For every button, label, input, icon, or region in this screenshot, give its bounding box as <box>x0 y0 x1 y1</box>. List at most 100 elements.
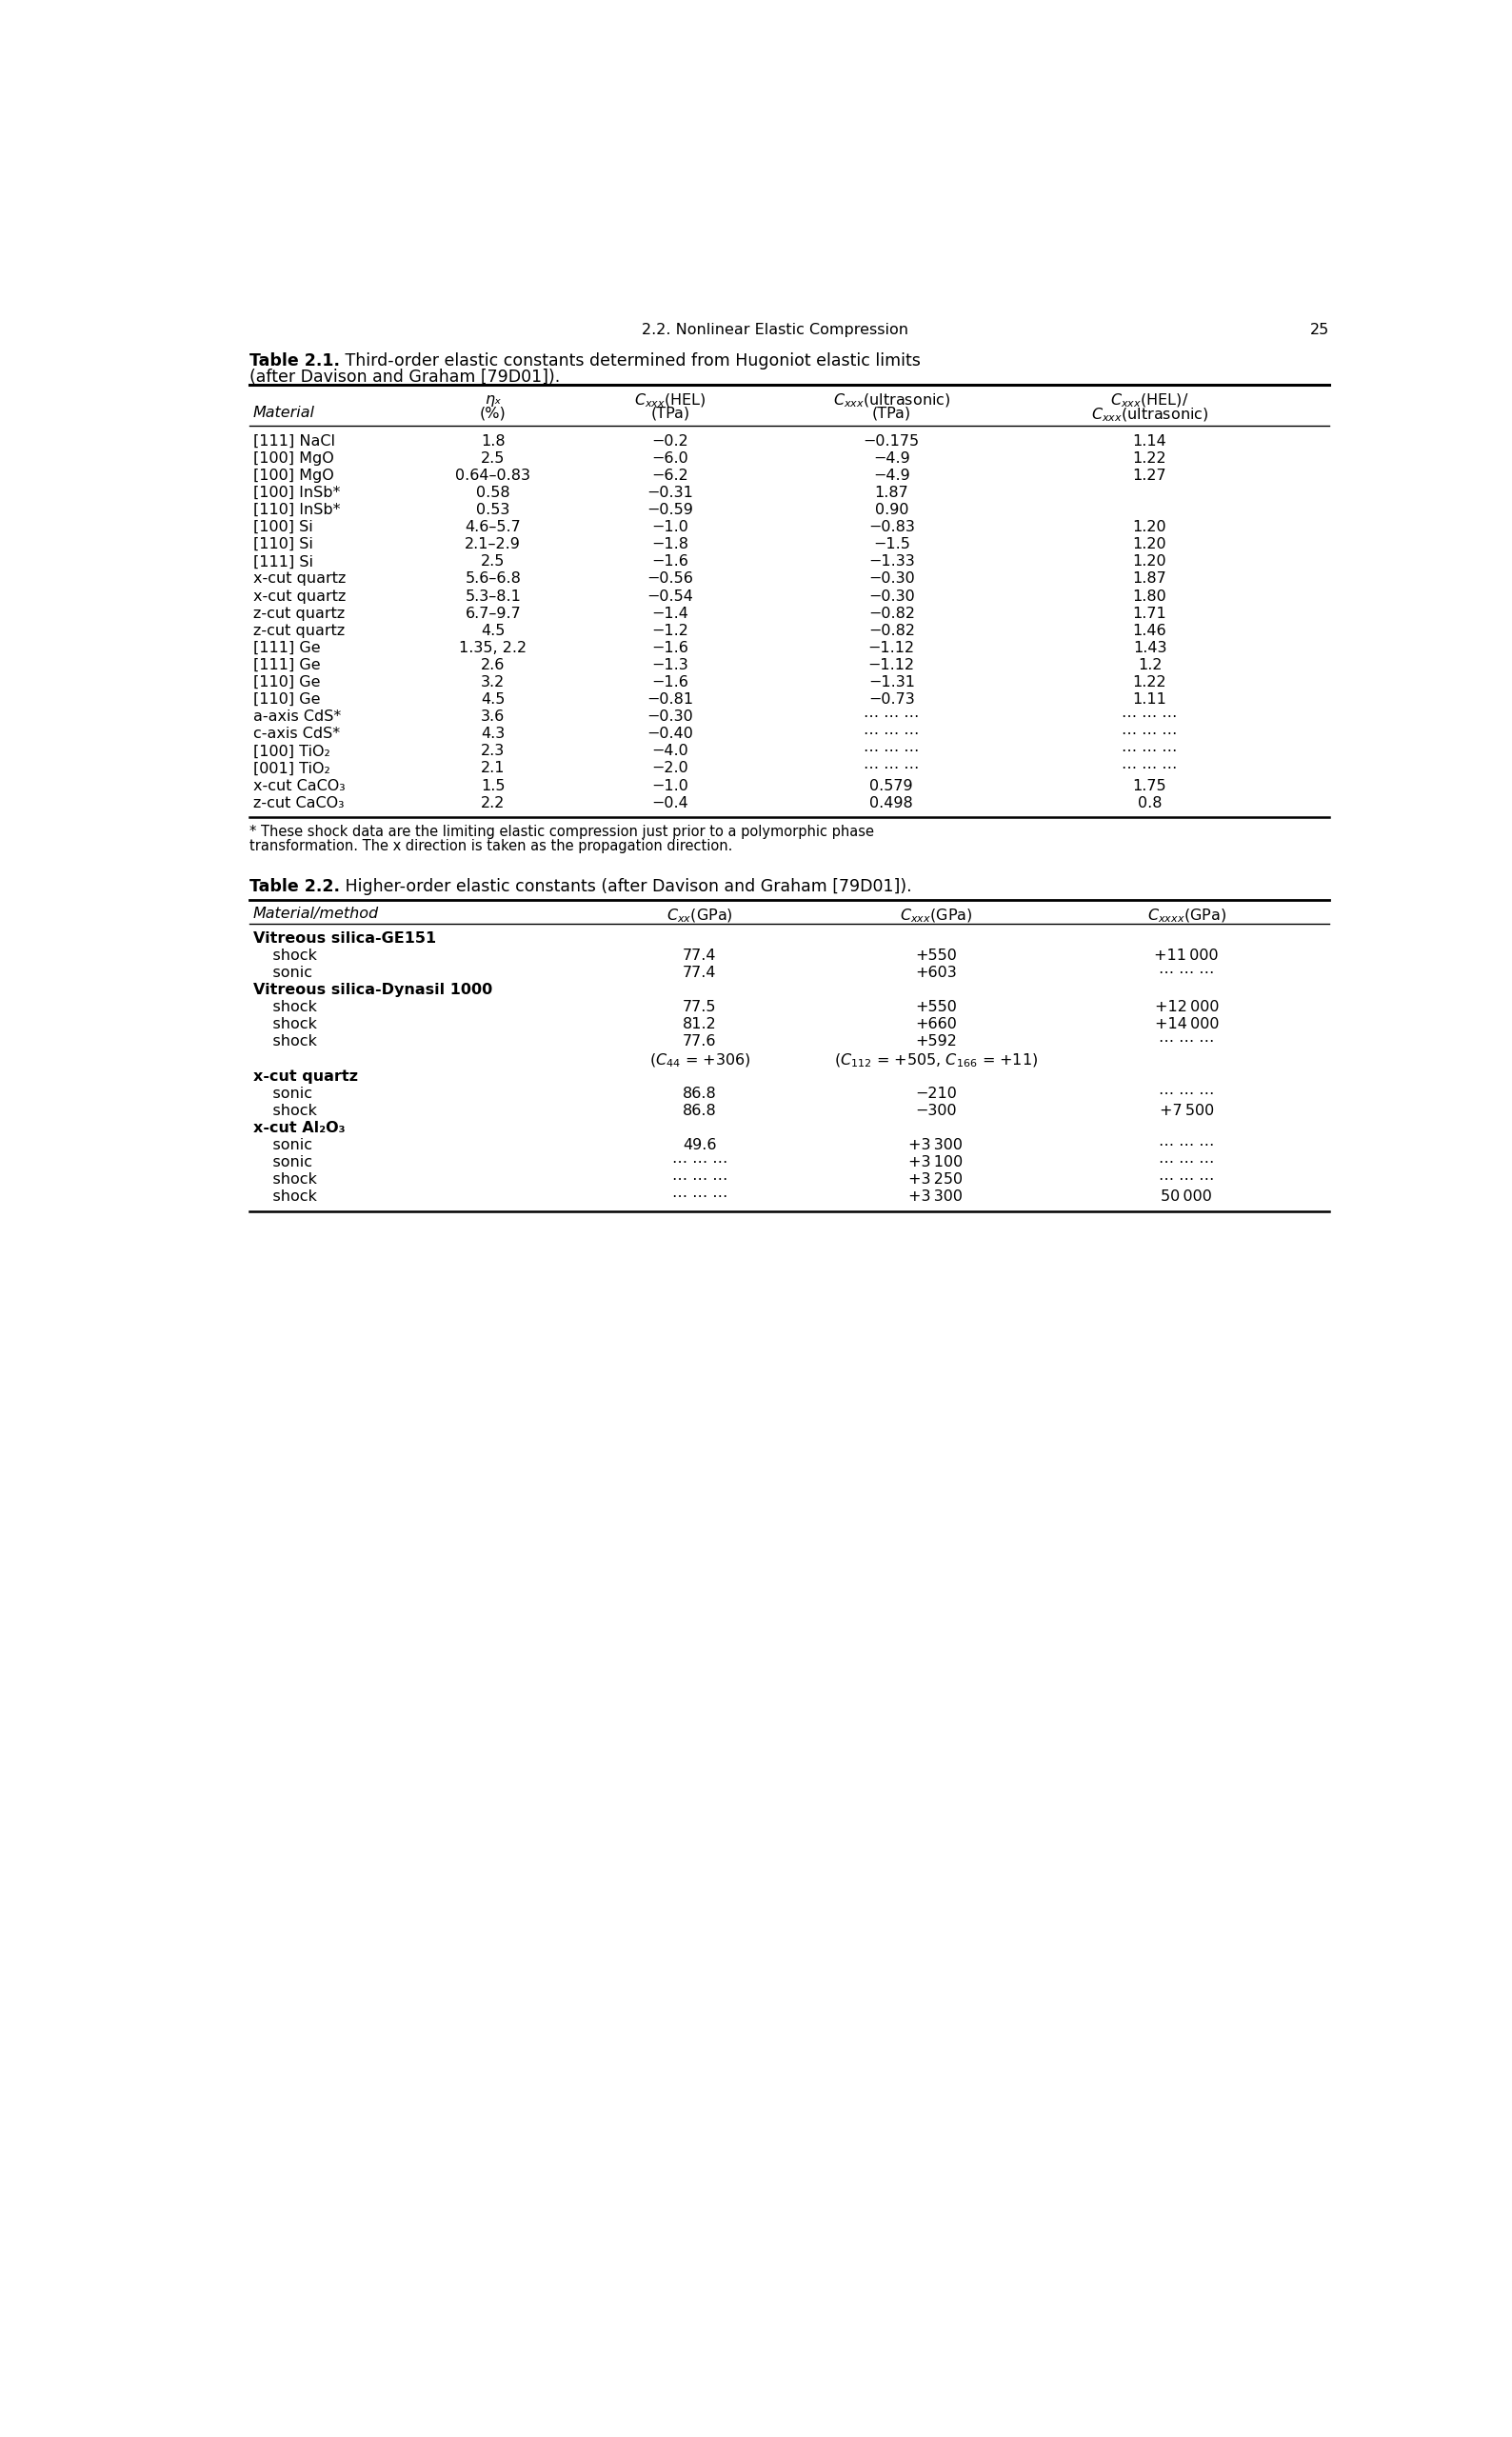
Text: 0.90: 0.90 <box>874 502 909 517</box>
Text: [100] Si: [100] Si <box>253 519 313 534</box>
Text: 1.46: 1.46 <box>1132 624 1167 638</box>
Text: 2.1–2.9: 2.1–2.9 <box>466 539 522 551</box>
Text: −0.83: −0.83 <box>868 519 915 534</box>
Text: shock: shock <box>253 1104 318 1119</box>
Text: ⋯ ⋯ ⋯: ⋯ ⋯ ⋯ <box>1158 1172 1214 1187</box>
Text: [110] Ge: [110] Ge <box>253 692 321 707</box>
Text: +7 500: +7 500 <box>1160 1104 1214 1119</box>
Text: 4.5: 4.5 <box>481 692 505 707</box>
Text: shock: shock <box>253 1172 318 1187</box>
Text: ⋯ ⋯ ⋯: ⋯ ⋯ ⋯ <box>863 726 919 741</box>
Text: 1.8: 1.8 <box>481 434 505 448</box>
Text: ⋯ ⋯ ⋯: ⋯ ⋯ ⋯ <box>1122 726 1178 741</box>
Text: +660: +660 <box>915 1016 957 1031</box>
Text: 49.6: 49.6 <box>683 1138 717 1153</box>
Text: shock: shock <box>253 1036 318 1048</box>
Text: −1.6: −1.6 <box>652 556 688 568</box>
Text: 1.22: 1.22 <box>1132 451 1167 465</box>
Text: 0.53: 0.53 <box>476 502 510 517</box>
Text: 4.5: 4.5 <box>481 624 505 638</box>
Text: 1.87: 1.87 <box>874 485 909 500</box>
Text: 0.498: 0.498 <box>869 797 913 809</box>
Text: −1.31: −1.31 <box>868 675 915 690</box>
Text: 86.8: 86.8 <box>682 1104 717 1119</box>
Text: ($C_{44}$ = +306): ($C_{44}$ = +306) <box>649 1053 750 1070</box>
Text: 2.5: 2.5 <box>481 451 505 465</box>
Text: 1.80: 1.80 <box>1132 590 1167 604</box>
Text: 1.5: 1.5 <box>481 777 505 792</box>
Text: ⋯ ⋯ ⋯: ⋯ ⋯ ⋯ <box>863 760 919 775</box>
Text: −1.2: −1.2 <box>652 624 688 638</box>
Text: −0.4: −0.4 <box>652 797 688 809</box>
Text: a-axis CdS*: a-axis CdS* <box>253 709 342 724</box>
Text: 5.3–8.1: 5.3–8.1 <box>466 590 522 604</box>
Text: z-cut quartz: z-cut quartz <box>253 624 345 638</box>
Text: [110] Si: [110] Si <box>253 539 313 551</box>
Text: x-cut quartz: x-cut quartz <box>253 590 346 604</box>
Text: Table 2.2.: Table 2.2. <box>249 877 340 894</box>
Text: −1.6: −1.6 <box>652 641 688 656</box>
Text: 77.6: 77.6 <box>683 1036 717 1048</box>
Text: 6.7–9.7: 6.7–9.7 <box>466 607 522 621</box>
Text: 2.3: 2.3 <box>481 743 505 758</box>
Text: [001] TiO₂: [001] TiO₂ <box>253 760 330 775</box>
Text: x-cut quartz: x-cut quartz <box>253 573 346 587</box>
Text: x-cut Al₂O₃: x-cut Al₂O₃ <box>253 1121 345 1136</box>
Text: ($C_{112}$ = +505, $C_{166}$ = +11): ($C_{112}$ = +505, $C_{166}$ = +11) <box>833 1053 1037 1070</box>
Text: −2.0: −2.0 <box>652 760 688 775</box>
Text: 25: 25 <box>1309 324 1329 336</box>
Text: 2.1: 2.1 <box>481 760 505 775</box>
Text: −1.0: −1.0 <box>652 777 688 792</box>
Text: 3.2: 3.2 <box>481 675 505 690</box>
Text: 5.6–6.8: 5.6–6.8 <box>466 573 522 587</box>
Text: −0.40: −0.40 <box>647 726 694 741</box>
Text: 2.2: 2.2 <box>481 797 505 809</box>
Text: sonic: sonic <box>253 965 313 980</box>
Text: 86.8: 86.8 <box>682 1087 717 1102</box>
Text: −1.33: −1.33 <box>868 556 915 568</box>
Text: +11 000: +11 000 <box>1155 948 1219 963</box>
Text: −0.56: −0.56 <box>647 573 694 587</box>
Text: −1.8: −1.8 <box>652 539 688 551</box>
Text: 1.87: 1.87 <box>1132 573 1167 587</box>
Text: +14 000: +14 000 <box>1155 1016 1219 1031</box>
Text: 77.5: 77.5 <box>683 999 717 1014</box>
Text: −210: −210 <box>915 1087 957 1102</box>
Text: −0.30: −0.30 <box>868 590 915 604</box>
Text: ⋯ ⋯ ⋯: ⋯ ⋯ ⋯ <box>1158 1155 1214 1170</box>
Text: [100] TiO₂: [100] TiO₂ <box>253 743 330 758</box>
Text: −6.2: −6.2 <box>652 468 688 483</box>
Text: 1.20: 1.20 <box>1132 556 1167 568</box>
Text: sonic: sonic <box>253 1138 313 1153</box>
Text: Vitreous silica-Dynasil 1000: Vitreous silica-Dynasil 1000 <box>253 982 493 997</box>
Text: 1.27: 1.27 <box>1132 468 1167 483</box>
Text: −0.81: −0.81 <box>647 692 694 707</box>
Text: −0.82: −0.82 <box>868 607 915 621</box>
Text: c-axis CdS*: c-axis CdS* <box>253 726 340 741</box>
Text: 1.20: 1.20 <box>1132 519 1167 534</box>
Text: −6.0: −6.0 <box>652 451 688 465</box>
Text: x-cut CaCO₃: x-cut CaCO₃ <box>253 777 345 792</box>
Text: −0.31: −0.31 <box>647 485 694 500</box>
Text: [111] Si: [111] Si <box>253 556 313 568</box>
Text: −0.175: −0.175 <box>863 434 919 448</box>
Text: sonic: sonic <box>253 1087 313 1102</box>
Text: +3 100: +3 100 <box>909 1155 963 1170</box>
Text: ηₓ: ηₓ <box>485 392 502 407</box>
Text: 1.2: 1.2 <box>1137 658 1161 673</box>
Text: −0.54: −0.54 <box>647 590 694 604</box>
Text: ⋯ ⋯ ⋯: ⋯ ⋯ ⋯ <box>671 1172 727 1187</box>
Text: ⋯ ⋯ ⋯: ⋯ ⋯ ⋯ <box>1122 743 1178 758</box>
Text: −0.30: −0.30 <box>647 709 694 724</box>
Text: ⋯ ⋯ ⋯: ⋯ ⋯ ⋯ <box>671 1155 727 1170</box>
Text: ⋯ ⋯ ⋯: ⋯ ⋯ ⋯ <box>1158 965 1214 980</box>
Text: sonic: sonic <box>253 1155 313 1170</box>
Text: +3 300: +3 300 <box>909 1138 963 1153</box>
Text: +3 300: +3 300 <box>909 1189 963 1204</box>
Text: $C_{xxx}$(GPa): $C_{xxx}$(GPa) <box>900 907 972 924</box>
Text: −4.0: −4.0 <box>652 743 688 758</box>
Text: −0.73: −0.73 <box>868 692 915 707</box>
Text: transformation. The x direction is taken as the propagation direction.: transformation. The x direction is taken… <box>249 838 733 853</box>
Text: −4.9: −4.9 <box>872 451 910 465</box>
Text: −0.82: −0.82 <box>868 624 915 638</box>
